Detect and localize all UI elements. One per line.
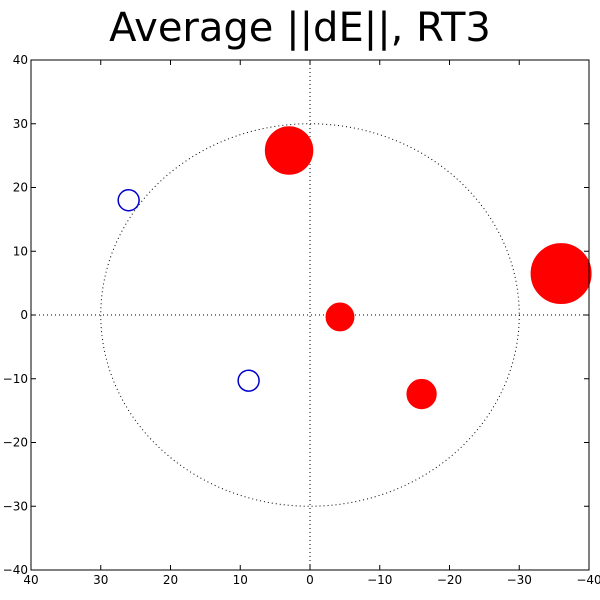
data-point-1 bbox=[530, 243, 592, 305]
y-tick-label: 20 bbox=[13, 181, 28, 195]
x-tick-label: −40 bbox=[576, 573, 600, 587]
data-point-6 bbox=[237, 369, 260, 392]
y-tick-label: 40 bbox=[13, 53, 28, 67]
x-tick-label: −20 bbox=[437, 573, 462, 587]
data-markers bbox=[117, 126, 592, 410]
y-tick-label: 10 bbox=[13, 244, 28, 258]
x-tick-label: 10 bbox=[233, 573, 248, 587]
x-tick-label: 0 bbox=[306, 573, 314, 587]
y-tick-label: −10 bbox=[3, 372, 28, 386]
y-tick-label: 30 bbox=[13, 117, 28, 131]
x-tick-label: −10 bbox=[367, 573, 392, 587]
y-tick-label: −40 bbox=[3, 563, 28, 577]
x-tick-label: 20 bbox=[163, 573, 178, 587]
y-tick-label: 0 bbox=[20, 308, 28, 322]
y-tick-label: −30 bbox=[3, 499, 28, 513]
x-tick-label: 30 bbox=[93, 573, 108, 587]
x-tick-label: −30 bbox=[507, 573, 532, 587]
x-tick-label: 40 bbox=[23, 573, 38, 587]
data-point-5 bbox=[117, 189, 140, 212]
data-point-2 bbox=[264, 126, 314, 175]
reference-guides bbox=[31, 60, 589, 570]
chart-title: Average ||dE||, RT3 bbox=[109, 5, 491, 51]
data-point-4 bbox=[406, 378, 437, 410]
reference-circle bbox=[100, 123, 520, 507]
y-tick-label: −20 bbox=[3, 436, 28, 450]
axis-ticks: 40 30 20 10 0 −10 −20 −30 −40403020100−10−20−30−… bbox=[3, 53, 600, 587]
data-point-3 bbox=[325, 302, 355, 332]
